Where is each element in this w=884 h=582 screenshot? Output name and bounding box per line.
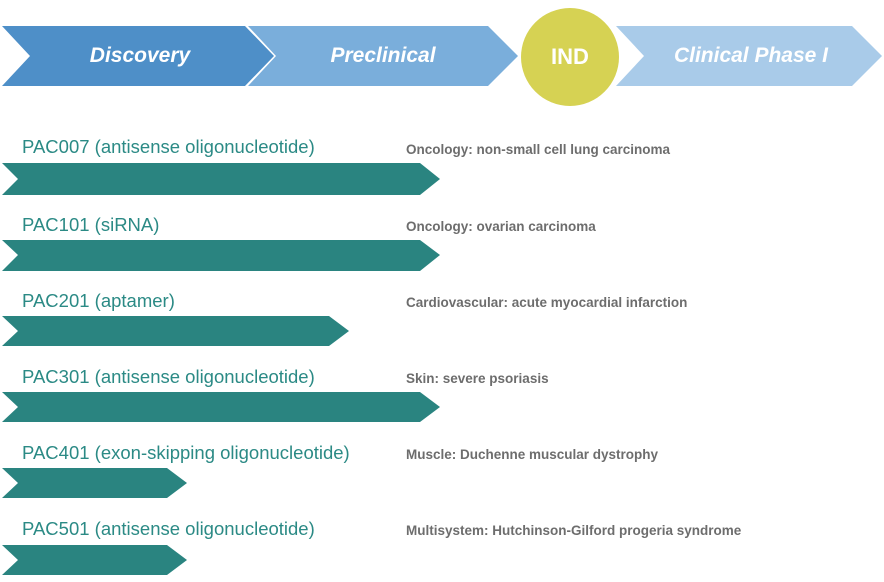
program-bar-pac007 [2, 163, 440, 195]
phase-chevron-discovery [2, 26, 274, 86]
phase-label-preclinical: Preclinical [330, 44, 436, 67]
phase-label-clinical-phase-1: Clinical Phase I [673, 44, 829, 67]
phase-chevron-preclinical [248, 26, 518, 86]
program-name-pac301: PAC301 (antisense oligonucleotide) [22, 366, 315, 387]
program-bar-pac101 [2, 240, 440, 271]
phase-label-discovery: Discovery [89, 44, 191, 67]
program-indication-pac007: Oncology: non-small cell lung carcinoma [406, 142, 671, 157]
program-name-pac401: PAC401 (exon-skipping oligonucleotide) [22, 442, 350, 463]
program-bar-pac501 [2, 545, 187, 575]
program-indication-pac301: Skin: severe psoriasis [406, 371, 549, 386]
program-bar-pac401 [2, 468, 187, 498]
phase-chevron-clinical-phase-1 [616, 26, 882, 86]
program-bar-pac201 [2, 316, 349, 346]
program-name-pac201: PAC201 (aptamer) [22, 290, 175, 311]
program-name-pac501: PAC501 (antisense oligonucleotide) [22, 518, 315, 539]
program-bar-pac301 [2, 392, 440, 422]
ind-milestone-circle [521, 8, 619, 106]
program-name-pac101: PAC101 (siRNA) [22, 214, 160, 235]
ind-milestone-label: IND [551, 44, 589, 69]
program-indication-pac501: Multisystem: Hutchinson-Gilford progeria… [406, 523, 742, 538]
program-indication-pac401: Muscle: Duchenne muscular dystrophy [406, 447, 659, 462]
program-name-pac007: PAC007 (antisense oligonucleotide) [22, 136, 315, 157]
program-indication-pac101: Oncology: ovarian carcinoma [406, 219, 596, 234]
program-indication-pac201: Cardiovascular: acute myocardial infarct… [406, 295, 688, 310]
